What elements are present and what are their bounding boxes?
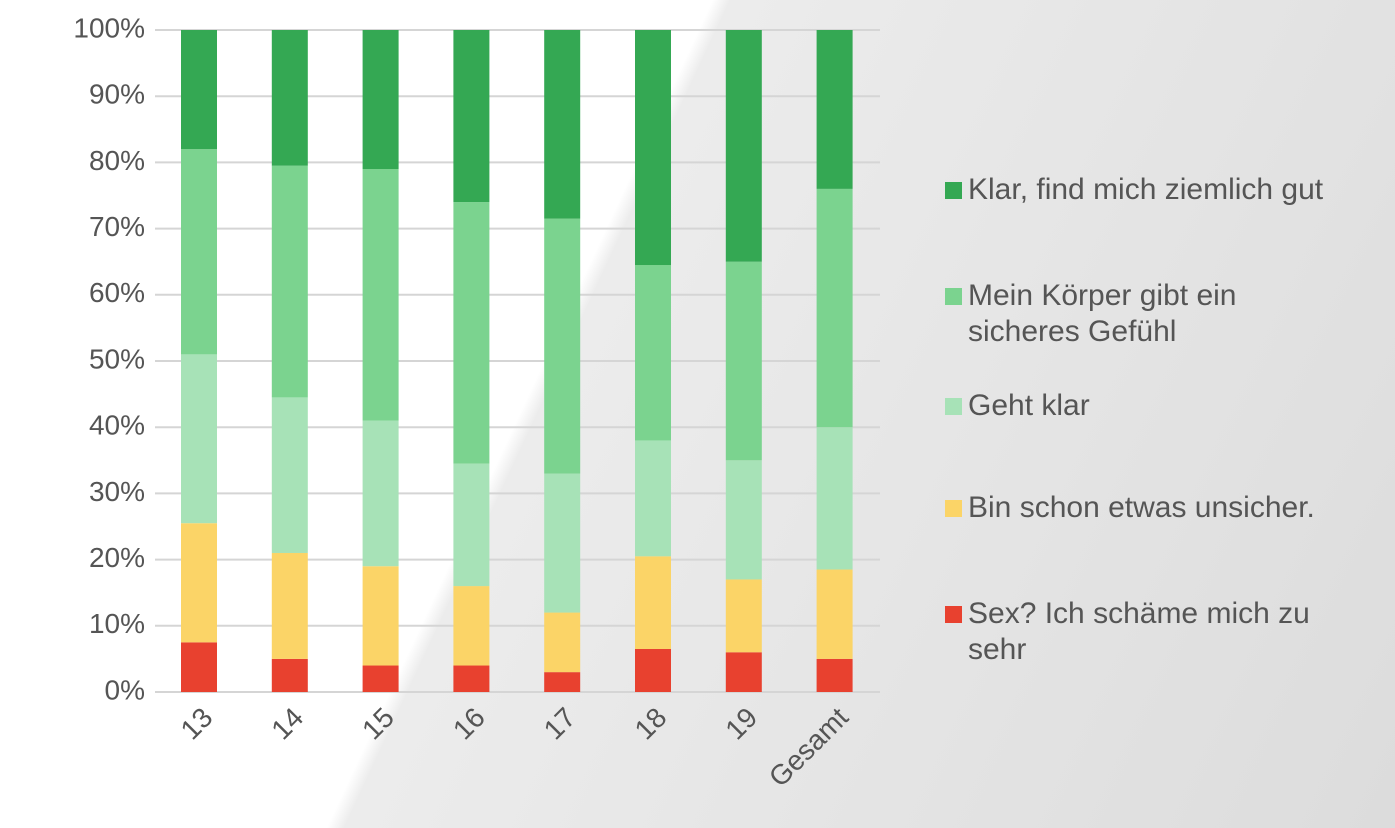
legend-swatch — [945, 398, 962, 415]
legend-label: Bin schon etwas unsicher. — [968, 491, 1315, 524]
y-tick-label: 80% — [89, 145, 145, 176]
y-tick-label: 0% — [105, 674, 145, 705]
bar-segment — [271, 30, 308, 166]
bar-segment — [544, 473, 581, 613]
bar-segment — [453, 665, 490, 692]
bar-segment — [635, 648, 671, 692]
bar-segment — [544, 218, 581, 474]
bar-segment — [816, 30, 853, 189]
legend-swatch — [945, 500, 962, 517]
bar-segment — [181, 354, 217, 524]
legend-label: Sex? Ich schäme mich zu sehr — [968, 597, 1310, 666]
bar-segment — [544, 672, 581, 692]
bar-segment — [362, 665, 399, 692]
legend-item: Klar, find mich ziemlich gut — [945, 172, 1348, 208]
x-tick-label: 19 — [719, 702, 763, 746]
bar-segment — [725, 261, 762, 461]
bar-segment — [816, 188, 853, 428]
y-tick-label: 60% — [89, 277, 145, 308]
bar-segment — [271, 658, 308, 692]
y-tick-label: 40% — [89, 410, 145, 441]
bar-segment — [362, 169, 399, 421]
y-tick-label: 20% — [89, 542, 145, 573]
y-tick-label: 90% — [89, 79, 145, 110]
bar-segment — [453, 586, 490, 666]
bar-segment — [362, 30, 399, 170]
bar-segment — [816, 569, 853, 659]
bar-segment — [816, 658, 853, 692]
x-tick-label: 13 — [175, 702, 219, 746]
bar-segment — [181, 523, 217, 643]
legend-item: Bin schon etwas unsicher. — [945, 490, 1315, 526]
bar-segment — [271, 165, 308, 398]
x-tick-label: 14 — [265, 702, 309, 746]
x-tick-label: 16 — [447, 702, 491, 746]
legend-label: Geht klar — [968, 389, 1090, 422]
legend-item: Geht klar — [945, 388, 1348, 424]
bar-segment — [635, 440, 671, 557]
bar-segment — [181, 149, 217, 355]
bar-segment — [725, 579, 762, 653]
legend-swatch — [945, 182, 962, 199]
y-tick-label: 70% — [89, 211, 145, 242]
bar-segment — [362, 566, 399, 666]
legend-item: Mein Körper gibt ein sicheres Gefühl — [945, 278, 1348, 350]
legend-item: Sex? Ich schäme mich zu sehr — [945, 596, 1348, 668]
x-tick-label: 18 — [629, 702, 673, 746]
bar-segment — [453, 30, 490, 203]
bar-segment — [453, 202, 490, 464]
bar-segment — [181, 30, 217, 150]
bar-segment — [635, 265, 671, 441]
bar-segment — [544, 30, 581, 219]
bar-segment — [544, 612, 581, 673]
bar-segment — [181, 642, 217, 692]
bar-segment — [453, 463, 490, 587]
bar-segment — [725, 652, 762, 692]
legend-label: Mein Körper gibt ein sicheres Gefühl — [968, 279, 1237, 348]
bar-segment — [635, 556, 671, 649]
x-tick-label: 15 — [356, 702, 400, 746]
bar-segment — [271, 552, 308, 659]
bar-segment — [816, 427, 853, 570]
legend-swatch — [945, 288, 962, 305]
legend-swatch — [945, 606, 962, 623]
legend-label: Klar, find mich ziemlich gut — [968, 173, 1324, 206]
bar-segment — [635, 30, 671, 266]
bar-segment — [271, 397, 308, 553]
x-tick-label: Gesamt — [763, 701, 854, 792]
y-tick-label: 10% — [89, 608, 145, 639]
x-tick-label: 17 — [538, 702, 582, 746]
bar-segment — [725, 460, 762, 580]
bar-segment — [725, 30, 762, 262]
y-tick-label: 30% — [89, 476, 145, 507]
bar-segment — [362, 420, 399, 567]
y-tick-label: 50% — [89, 343, 145, 374]
y-tick-label: 100% — [73, 12, 145, 43]
